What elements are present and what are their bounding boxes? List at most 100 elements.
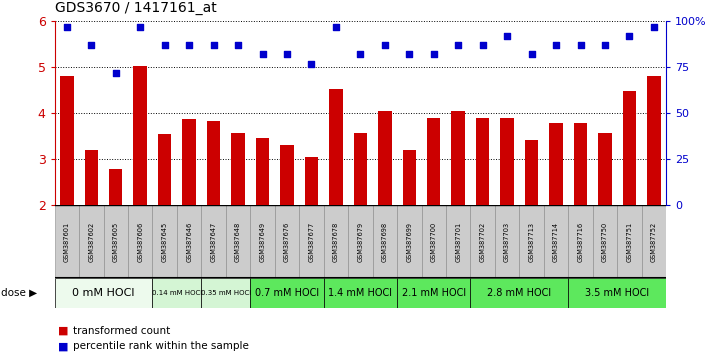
Text: GDS3670 / 1417161_at: GDS3670 / 1417161_at xyxy=(55,1,216,15)
Bar xyxy=(495,205,519,278)
Point xyxy=(477,42,488,48)
Text: 3.5 mM HOCl: 3.5 mM HOCl xyxy=(585,288,649,298)
Bar xyxy=(280,145,293,205)
Bar xyxy=(55,205,79,278)
Bar xyxy=(305,156,318,205)
Text: GSM387750: GSM387750 xyxy=(602,222,608,262)
Point xyxy=(550,42,562,48)
Bar xyxy=(250,205,274,278)
Bar xyxy=(84,150,98,205)
Bar xyxy=(152,205,177,278)
Point xyxy=(379,42,391,48)
Point xyxy=(526,52,537,57)
Bar xyxy=(446,205,470,278)
Text: GSM387679: GSM387679 xyxy=(357,222,363,262)
Point xyxy=(207,42,219,48)
Bar xyxy=(451,112,465,205)
Point xyxy=(281,52,293,57)
Point xyxy=(428,52,440,57)
Text: GSM387751: GSM387751 xyxy=(626,222,633,262)
Text: GSM387714: GSM387714 xyxy=(553,222,559,262)
Bar xyxy=(274,205,299,278)
Bar xyxy=(348,205,373,278)
Bar xyxy=(403,150,416,205)
Text: GSM387647: GSM387647 xyxy=(210,222,217,262)
Bar xyxy=(617,205,641,278)
Bar xyxy=(598,133,612,205)
Text: GSM387645: GSM387645 xyxy=(162,222,167,262)
Text: GSM387701: GSM387701 xyxy=(455,222,462,262)
Bar xyxy=(422,205,446,278)
Bar xyxy=(647,76,660,205)
Bar xyxy=(354,133,367,205)
Bar xyxy=(55,278,152,308)
Text: 0.7 mM HOCl: 0.7 mM HOCl xyxy=(255,288,319,298)
Text: GSM387601: GSM387601 xyxy=(64,222,70,262)
Text: 0 mM HOCl: 0 mM HOCl xyxy=(72,288,135,298)
Bar xyxy=(500,118,514,205)
Bar xyxy=(250,278,324,308)
Text: 0.35 mM HOCl: 0.35 mM HOCl xyxy=(201,290,251,296)
Bar xyxy=(226,205,250,278)
Bar xyxy=(133,66,147,205)
Point xyxy=(648,24,660,30)
Bar xyxy=(574,124,587,205)
Bar xyxy=(641,205,666,278)
Bar xyxy=(519,205,544,278)
Point xyxy=(330,24,341,30)
Text: GSM387646: GSM387646 xyxy=(186,222,192,262)
Bar xyxy=(569,278,666,308)
Bar xyxy=(569,205,593,278)
Bar xyxy=(158,133,171,205)
Bar xyxy=(378,112,392,205)
Text: GSM387700: GSM387700 xyxy=(431,222,437,262)
Text: dose ▶: dose ▶ xyxy=(1,288,38,298)
Text: 1.4 mM HOCl: 1.4 mM HOCl xyxy=(328,288,392,298)
Bar xyxy=(324,278,397,308)
Text: GSM387676: GSM387676 xyxy=(284,222,290,262)
Text: GSM387702: GSM387702 xyxy=(480,222,486,262)
Bar xyxy=(202,278,250,308)
Point xyxy=(183,42,195,48)
Point xyxy=(452,42,464,48)
Bar xyxy=(476,118,489,205)
Bar xyxy=(60,75,74,205)
Text: GSM387752: GSM387752 xyxy=(651,222,657,262)
Text: GSM387677: GSM387677 xyxy=(309,222,314,262)
Bar xyxy=(470,278,569,308)
Bar xyxy=(397,205,422,278)
Point xyxy=(574,42,586,48)
Point xyxy=(61,24,73,30)
Bar xyxy=(593,205,617,278)
Bar xyxy=(183,119,196,205)
Text: GSM387699: GSM387699 xyxy=(406,222,412,262)
Bar xyxy=(256,138,269,205)
Text: ■: ■ xyxy=(58,341,68,351)
Text: GSM387648: GSM387648 xyxy=(235,222,241,262)
Text: GSM387602: GSM387602 xyxy=(88,222,95,262)
Point xyxy=(110,70,122,76)
Bar xyxy=(202,205,226,278)
Bar xyxy=(622,91,636,205)
Text: GSM387606: GSM387606 xyxy=(137,222,143,262)
Bar xyxy=(109,170,122,205)
Text: GSM387649: GSM387649 xyxy=(259,222,266,262)
Text: GSM387605: GSM387605 xyxy=(113,222,119,262)
Bar xyxy=(103,205,128,278)
Point xyxy=(306,61,317,67)
Bar xyxy=(525,140,538,205)
Bar xyxy=(397,278,470,308)
Bar xyxy=(544,205,569,278)
Text: GSM387698: GSM387698 xyxy=(381,222,388,262)
Text: GSM387716: GSM387716 xyxy=(577,222,584,262)
Text: 2.1 mM HOCl: 2.1 mM HOCl xyxy=(402,288,466,298)
Bar xyxy=(299,205,324,278)
Point xyxy=(355,52,366,57)
Bar xyxy=(324,205,348,278)
Text: 0.14 mM HOCl: 0.14 mM HOCl xyxy=(151,290,202,296)
Text: ■: ■ xyxy=(58,326,68,336)
Point xyxy=(599,42,611,48)
Bar xyxy=(207,121,221,205)
Text: 2.8 mM HOCl: 2.8 mM HOCl xyxy=(487,288,551,298)
Bar xyxy=(329,89,343,205)
